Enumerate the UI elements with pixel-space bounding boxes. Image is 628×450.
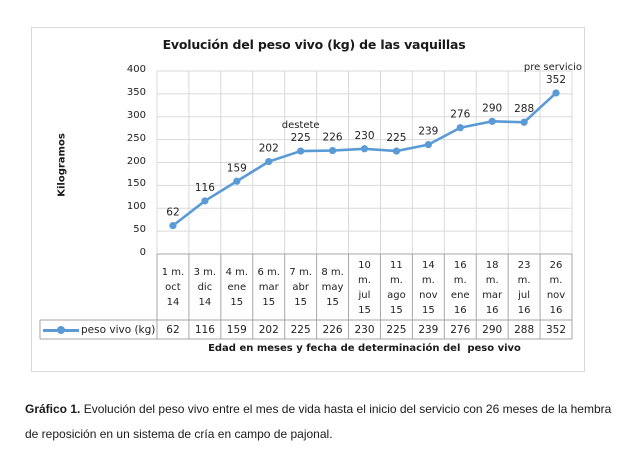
data-point xyxy=(169,222,177,230)
category-label: 8 m. may 15 xyxy=(321,267,344,308)
table-value: 225 xyxy=(290,324,311,336)
legend-entry: peso vivo (kg) xyxy=(40,321,157,339)
data-point xyxy=(233,177,241,185)
table-value: 116 xyxy=(194,324,215,336)
table-value: 352 xyxy=(546,324,567,336)
legend-label: peso vivo (kg) xyxy=(81,324,156,336)
data-point xyxy=(360,145,369,153)
data-label: 202 xyxy=(259,143,279,155)
table-value: 202 xyxy=(258,324,279,336)
table-value: 62 xyxy=(166,324,180,336)
table-value: 239 xyxy=(418,324,439,336)
y-tick-label: 200 xyxy=(126,155,146,167)
data-point xyxy=(520,118,528,126)
y-tick-label: 50 xyxy=(133,224,146,236)
category-label: 18 m. mar 16 xyxy=(482,259,503,316)
gridlines xyxy=(156,70,573,254)
x-axis-label: Edad en meses y fecha de determinación d… xyxy=(208,343,521,354)
y-tick-label: 250 xyxy=(126,132,146,144)
data-label: 276 xyxy=(450,109,470,121)
y-tick-label: 150 xyxy=(126,178,146,190)
data-label: 290 xyxy=(482,102,502,114)
data-label: 225 xyxy=(291,132,311,144)
category-label: 1 m. oct 14 xyxy=(161,267,185,308)
legend-line-marker-icon xyxy=(43,325,79,335)
data-label: 225 xyxy=(386,132,406,144)
table-value: 225 xyxy=(386,324,407,336)
category-label: 26 m. nov 16 xyxy=(546,259,566,316)
data-label: 352 xyxy=(546,74,566,86)
data-point xyxy=(297,147,305,155)
category-label: 14 m. nov 15 xyxy=(419,259,438,316)
data-label: 226 xyxy=(323,132,343,144)
data-point xyxy=(392,147,401,155)
data-point xyxy=(201,197,209,205)
category-label: 10 m. jul 15 xyxy=(358,259,371,316)
data-label: 116 xyxy=(195,182,215,194)
data-label: 230 xyxy=(354,130,374,142)
annotation-label: destete xyxy=(282,120,320,131)
figure-caption: Gráfico 1. Evolución del peso vivo entre… xyxy=(25,397,615,447)
caption-text: Evolución del peso vivo entre el mes de … xyxy=(25,402,612,441)
y-tick-label: 400 xyxy=(126,64,146,75)
category-label: 7 m. abr 15 xyxy=(289,267,312,308)
table-value: 159 xyxy=(226,324,247,336)
y-tick-label: 100 xyxy=(126,201,146,213)
y-tick-label: 350 xyxy=(126,86,146,98)
table-value: 288 xyxy=(514,324,535,336)
category-label: 4 m. ene 15 xyxy=(225,267,249,308)
category-label: 11 m. ago 15 xyxy=(387,259,406,316)
table-value: 226 xyxy=(322,324,343,336)
data-label: 62 xyxy=(166,207,179,219)
data-label: 159 xyxy=(227,162,247,174)
caption-label: Gráfico 1. xyxy=(25,402,81,416)
table-value: 276 xyxy=(450,324,471,336)
y-tick-label: 300 xyxy=(126,109,146,121)
data-point xyxy=(424,141,432,149)
series-peso-vivo xyxy=(169,89,560,230)
chart-frame xyxy=(31,27,585,372)
chart-title: Evolución del peso vivo (kg) de las vaqu… xyxy=(162,37,466,52)
data-label: 288 xyxy=(514,103,534,115)
category-label: 16 m. ene 16 xyxy=(450,259,470,316)
data-point xyxy=(265,157,273,166)
data-point xyxy=(552,89,560,97)
data-table-lines xyxy=(39,253,573,340)
data-point xyxy=(328,147,337,155)
data-label: 239 xyxy=(418,126,438,138)
category-label: 23 m. jul 16 xyxy=(517,259,531,316)
table-value: 230 xyxy=(354,324,375,336)
category-label: 6 m. mar 15 xyxy=(257,267,280,308)
data-labels: 62 116 159 202 225 226 230 225 239 276 290 288 352 de… xyxy=(166,62,582,219)
annotation-label: pre servicio xyxy=(524,62,582,73)
table-value: 290 xyxy=(482,324,503,336)
category-label: 3 m. dic 14 xyxy=(193,267,217,308)
y-tick-label: 0 xyxy=(139,247,146,258)
data-point xyxy=(456,124,464,132)
data-point xyxy=(488,117,496,125)
